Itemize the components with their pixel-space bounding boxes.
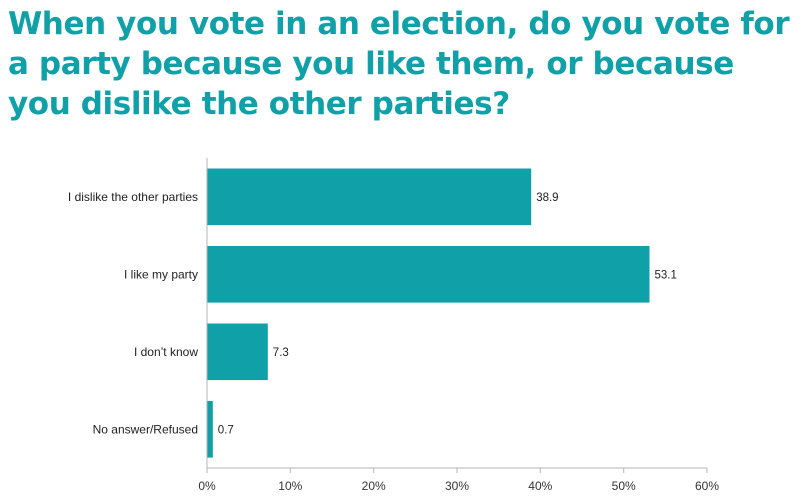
- data-label: 7.3: [273, 347, 289, 359]
- category-label: I don’t know: [134, 345, 198, 359]
- category-label: I like my party: [124, 267, 198, 281]
- bar: [207, 401, 213, 458]
- x-tick-label: 20%: [362, 479, 386, 493]
- bars-group: [207, 168, 650, 458]
- bar: [207, 168, 532, 226]
- data-label: 53.1: [655, 269, 677, 281]
- x-axis-ticks: 0% 10% 20% 30% 40% 50% 60%: [198, 468, 719, 493]
- category-label: No answer/Refused: [93, 422, 198, 436]
- x-tick-label: 30%: [445, 479, 469, 493]
- bar: [207, 246, 650, 303]
- x-tick-label: 60%: [695, 479, 719, 493]
- data-label: 38.9: [536, 192, 558, 204]
- x-tick-label: 0%: [198, 479, 216, 493]
- x-tick-label: 50%: [612, 479, 636, 493]
- data-label: 0.7: [218, 424, 234, 436]
- category-labels: I dislike the other parties I like my par…: [68, 190, 198, 436]
- x-tick-label: 40%: [528, 479, 552, 493]
- category-label: I dislike the other parties: [68, 190, 198, 204]
- chart-title: When you vote in an election, do you vot…: [8, 6, 790, 122]
- value-labels: 38.9 53.1 7.3 0.7: [218, 192, 677, 436]
- x-tick-label: 10%: [278, 479, 302, 493]
- bar: [207, 323, 268, 381]
